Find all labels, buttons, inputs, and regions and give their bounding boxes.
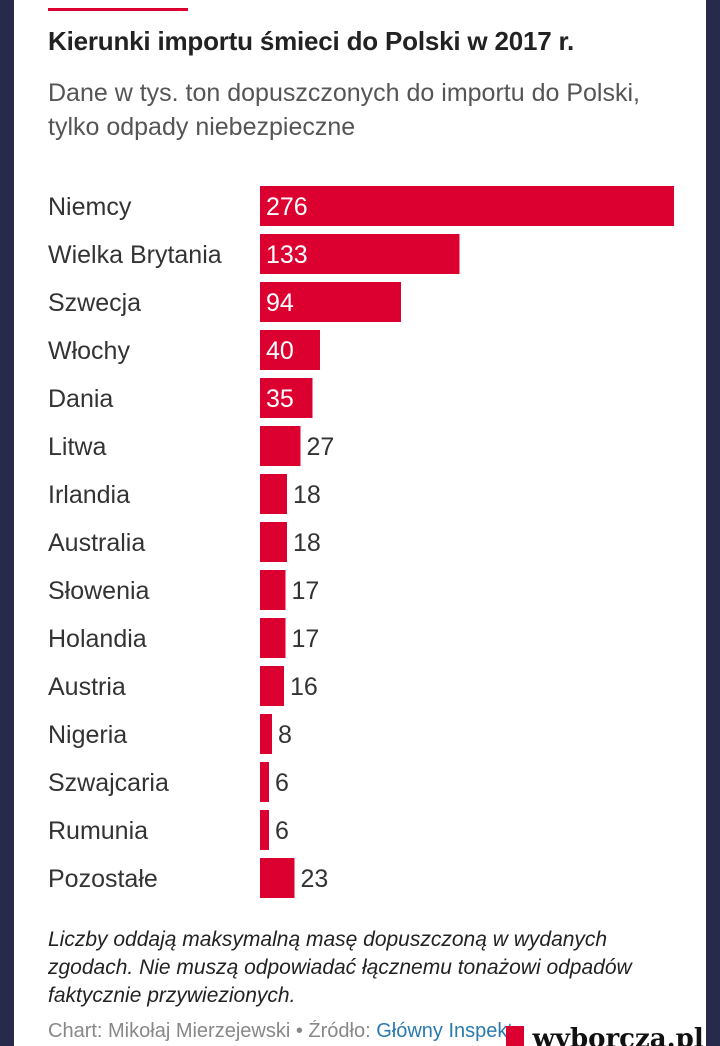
value-label: 6 <box>275 769 289 797</box>
bar[interactable] <box>260 378 313 418</box>
bar[interactable] <box>260 570 286 610</box>
bar[interactable] <box>260 810 269 850</box>
category-label: Austria <box>48 673 126 701</box>
bar[interactable] <box>260 714 272 754</box>
accent-line <box>48 8 188 11</box>
chart-title: Kierunki importu śmieci do Polski w 2017… <box>48 26 575 56</box>
logo-mark-icon <box>506 1026 524 1046</box>
bar[interactable] <box>260 474 287 514</box>
category-label: Dania <box>48 385 113 413</box>
category-label: Rumunia <box>48 817 148 845</box>
value-label: 40 <box>266 337 294 365</box>
value-label: 17 <box>292 625 320 653</box>
wyborcza-logo[interactable]: wyborcza.pl <box>506 1026 704 1046</box>
category-label: Nigeria <box>48 721 127 749</box>
category-label: Szwecja <box>48 289 141 317</box>
value-label: 27 <box>307 433 335 461</box>
bar[interactable] <box>260 858 295 898</box>
bar[interactable] <box>260 666 284 706</box>
bar[interactable] <box>260 234 460 274</box>
chart-subtitle: Dane w tys. ton dopuszczonych do importu… <box>48 79 640 141</box>
value-label: 35 <box>266 385 294 413</box>
chart-credits: Chart: Mikołaj Mierzejewski • Źródło: Gł… <box>48 1020 518 1043</box>
value-label: 18 <box>293 529 321 557</box>
value-label: 17 <box>292 577 320 605</box>
value-label: 133 <box>266 241 308 269</box>
value-label: 18 <box>293 481 321 509</box>
category-label: Włochy <box>48 337 130 365</box>
category-label: Wielka Brytania <box>48 241 222 269</box>
category-label: Australia <box>48 529 145 557</box>
source-link[interactable]: Główny Inspektorat Ochrony Środowiska <box>376 1020 518 1042</box>
bar[interactable] <box>260 762 269 802</box>
category-label: Litwa <box>48 433 106 461</box>
category-label: Niemcy <box>48 193 132 221</box>
credit-text: Chart: Mikołaj Mierzejewski • Źródło: <box>48 1020 371 1042</box>
category-label: Holandia <box>48 625 147 653</box>
bar[interactable] <box>260 618 286 658</box>
category-label: Pozostałe <box>48 865 158 893</box>
value-label: 8 <box>278 721 292 749</box>
bar[interactable] <box>260 330 320 370</box>
logo-text: wyborcza.pl <box>532 1024 704 1046</box>
category-label: Słowenia <box>48 577 150 605</box>
bar[interactable] <box>260 522 287 562</box>
category-label: Szwajcaria <box>48 769 169 797</box>
value-label: 94 <box>266 289 294 317</box>
value-label: 16 <box>290 673 318 701</box>
bar[interactable] <box>260 186 674 226</box>
value-label: 6 <box>275 817 289 845</box>
bar[interactable] <box>260 282 401 322</box>
bar[interactable] <box>260 426 301 466</box>
value-label: 276 <box>266 193 308 221</box>
value-label: 23 <box>301 865 329 893</box>
chart-card: Kierunki importu śmieci do Polski w 2017… <box>14 0 706 1046</box>
chart-note: Liczby oddają maksymalną masę dopuszczon… <box>48 928 632 1007</box>
category-label: Irlandia <box>48 481 130 509</box>
